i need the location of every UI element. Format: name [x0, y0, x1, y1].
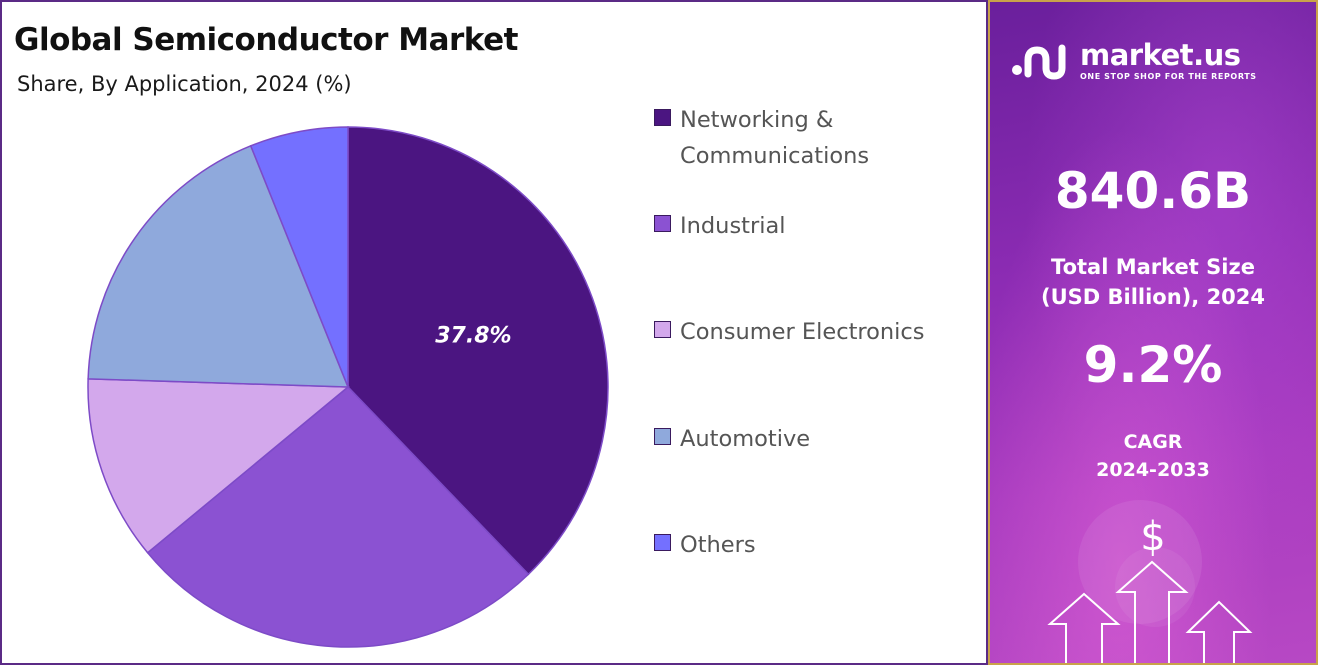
legend-label: Industrial — [680, 213, 786, 239]
market-size-label-line2: (USD Billion), 2024 — [1040, 285, 1266, 309]
stats-panel: market.us ONE STOP SHOP FOR THE REPORTS … — [988, 0, 1318, 665]
market-size-value: 840.6B — [1054, 162, 1252, 220]
legend-item-consumer-electronics: Consumer Electronics — [654, 314, 980, 350]
legend-item-automotive: Automotive — [654, 421, 980, 457]
market-us-logo-icon — [1012, 44, 1066, 80]
dollar-sign-icon: $ — [1140, 514, 1166, 560]
pie-slice-others — [249, 126, 349, 388]
cagr-value: 9.2% — [1083, 336, 1223, 394]
legend-label: Automotive — [680, 426, 811, 452]
legend-item-networking: Networking & Communications — [654, 102, 980, 174]
legend-label: Networking & Communications — [680, 107, 870, 169]
brand-logo: market.us ONE STOP SHOP FOR THE REPORTS — [1010, 38, 1257, 82]
chart-title: Global Semiconductor Market — [14, 22, 518, 58]
legend-swatch — [654, 215, 671, 232]
data-label-networking: 37.8% — [435, 323, 511, 348]
cagr-label-line2: 2024-2033 — [1096, 459, 1210, 481]
brand-name: market.us — [1080, 37, 1241, 72]
cagr-label: CAGR 2024-2033 — [990, 428, 1316, 484]
market-size-label: Total Market Size (USD Billion), 2024 — [990, 252, 1316, 312]
legend-label: Consumer Electronics — [680, 319, 925, 345]
legend-swatch — [654, 428, 671, 445]
legend-item-others: Others — [654, 527, 980, 563]
legend-label: Others — [680, 532, 756, 558]
legend-swatch — [654, 321, 671, 338]
legend-item-industrial: Industrial — [654, 208, 980, 244]
pie-slice-networking — [347, 126, 609, 576]
pie-slice-automotive — [87, 144, 350, 388]
brand-tagline: ONE STOP SHOP FOR THE REPORTS — [1080, 71, 1257, 81]
legend-swatch — [654, 109, 671, 126]
legend-swatch — [654, 534, 671, 551]
growth-arrows-icon — [1047, 500, 1253, 663]
pie-chart: 37.8% — [87, 126, 609, 648]
chart-panel: 37.8% Global Semiconductor Market Share,… — [0, 0, 988, 665]
pie-slice-consumer-electronics — [87, 378, 351, 554]
cagr-label-line1: CAGR — [1123, 431, 1183, 453]
market-size-label-line1: Total Market Size — [1051, 255, 1255, 279]
pie-slice-industrial — [146, 385, 530, 648]
chart-subtitle: Share, By Application, 2024 (%) — [17, 72, 352, 96]
